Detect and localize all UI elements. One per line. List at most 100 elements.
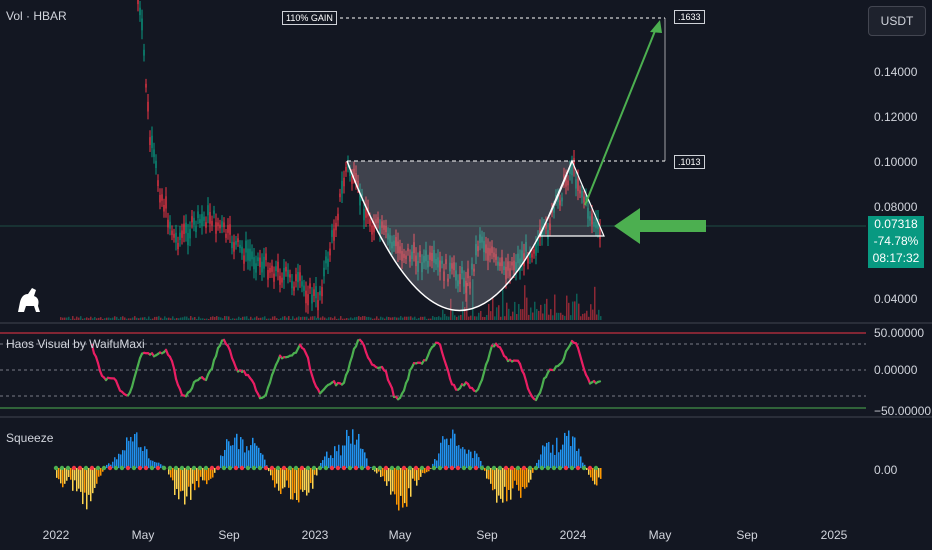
candle-body [525,242,527,252]
squeeze-bar [358,433,360,468]
candle-body [189,229,191,239]
squeeze-bar [156,462,158,468]
squeeze-bar [348,436,350,468]
volume-bar [490,311,492,320]
candle-body [425,250,427,262]
candle-body [249,248,251,262]
price-axis-label: 0.14000 [874,65,918,79]
haos-oscillator[interactable] [0,324,866,416]
volume-bar [310,316,312,320]
squeeze-bar [398,468,400,511]
volume-bar [256,316,258,320]
volume-bar [560,312,562,320]
price-chart[interactable] [0,0,866,322]
volume-bar [158,316,160,320]
squeeze-dot [407,465,413,471]
candle-body [309,283,311,289]
squeeze-dot [311,465,317,471]
candle-body [443,271,445,282]
candle-body [589,216,591,221]
price-axis-label: 0.08000 [874,200,918,214]
squeeze-bar [246,446,248,468]
squeeze-bar [150,460,152,468]
squeeze-dot [257,465,263,471]
squeeze-dot [335,465,341,471]
osc-segment [446,369,452,380]
squeeze-dot [473,465,479,471]
volume-bar [352,318,354,320]
candle-body [457,280,459,287]
squeeze-bar [352,429,354,468]
volume-bar [286,317,288,320]
candle-body [517,253,519,264]
osc-segment [482,363,488,374]
volume-bar [98,317,100,320]
squeeze-bar [236,433,238,468]
volume-bar [548,314,550,320]
squeeze-histogram[interactable] [0,418,866,518]
candle-body [345,167,347,172]
pane-divider[interactable] [0,416,932,418]
squeeze-bar [112,461,114,468]
candle-body [553,206,555,213]
squeeze-bar [294,468,296,494]
volume-bar [204,318,206,320]
candle-body [487,247,489,261]
squeeze-bar [316,468,318,476]
candle-body [277,261,279,273]
volume-bar [358,316,360,320]
volume-bar [510,316,512,320]
candle-body [535,244,537,256]
volume-bar [538,310,540,320]
volume-bar [390,317,392,320]
candle-body [531,253,533,258]
candle-body [441,260,443,264]
volume-bar [434,317,436,320]
volume-bar [122,316,124,320]
volume-bar [114,316,116,320]
squeeze-bar [298,468,300,503]
currency-button[interactable]: USDT [868,6,926,36]
osc-segment [488,344,494,354]
squeeze-bar [232,445,234,468]
volume-bar [422,316,424,320]
candle-body [231,241,233,249]
candle-body [529,252,531,259]
candle-body [575,179,577,189]
volume-bar [316,317,318,320]
volume-bar [344,318,346,320]
squeeze-bar [526,468,528,488]
volume-bar [544,303,546,320]
volume-bar [156,316,158,320]
squeeze-bar [288,468,290,488]
squeeze-dot [293,465,299,471]
volume-bar [78,317,80,320]
squeeze-bar [492,468,494,491]
squeeze-bar [62,468,64,488]
volume-bar [132,317,134,320]
time-axis-label: Sep [218,528,240,542]
squeeze-bar [200,468,202,477]
volume-bar [418,317,420,320]
volume-bar [522,309,524,320]
candle-body [353,168,355,177]
osc-segment [524,379,530,390]
squeeze-dot [143,465,149,471]
squeeze-bar [458,445,460,468]
candle-body [595,218,597,229]
candle-body [455,270,457,281]
candle-body [325,256,327,264]
osc-segment [578,353,584,364]
squeeze-dot [587,465,593,471]
pane-divider[interactable] [0,322,932,324]
osc-segment [310,374,316,383]
candle-body [559,200,561,206]
volume-bar [108,317,110,320]
squeeze-bar [92,468,94,494]
squeeze-bar [224,449,226,468]
candle-body [305,290,307,304]
squeeze-dot [527,465,533,471]
candle-body [271,265,273,272]
volume-bar [184,316,186,320]
candle-body [313,289,315,296]
